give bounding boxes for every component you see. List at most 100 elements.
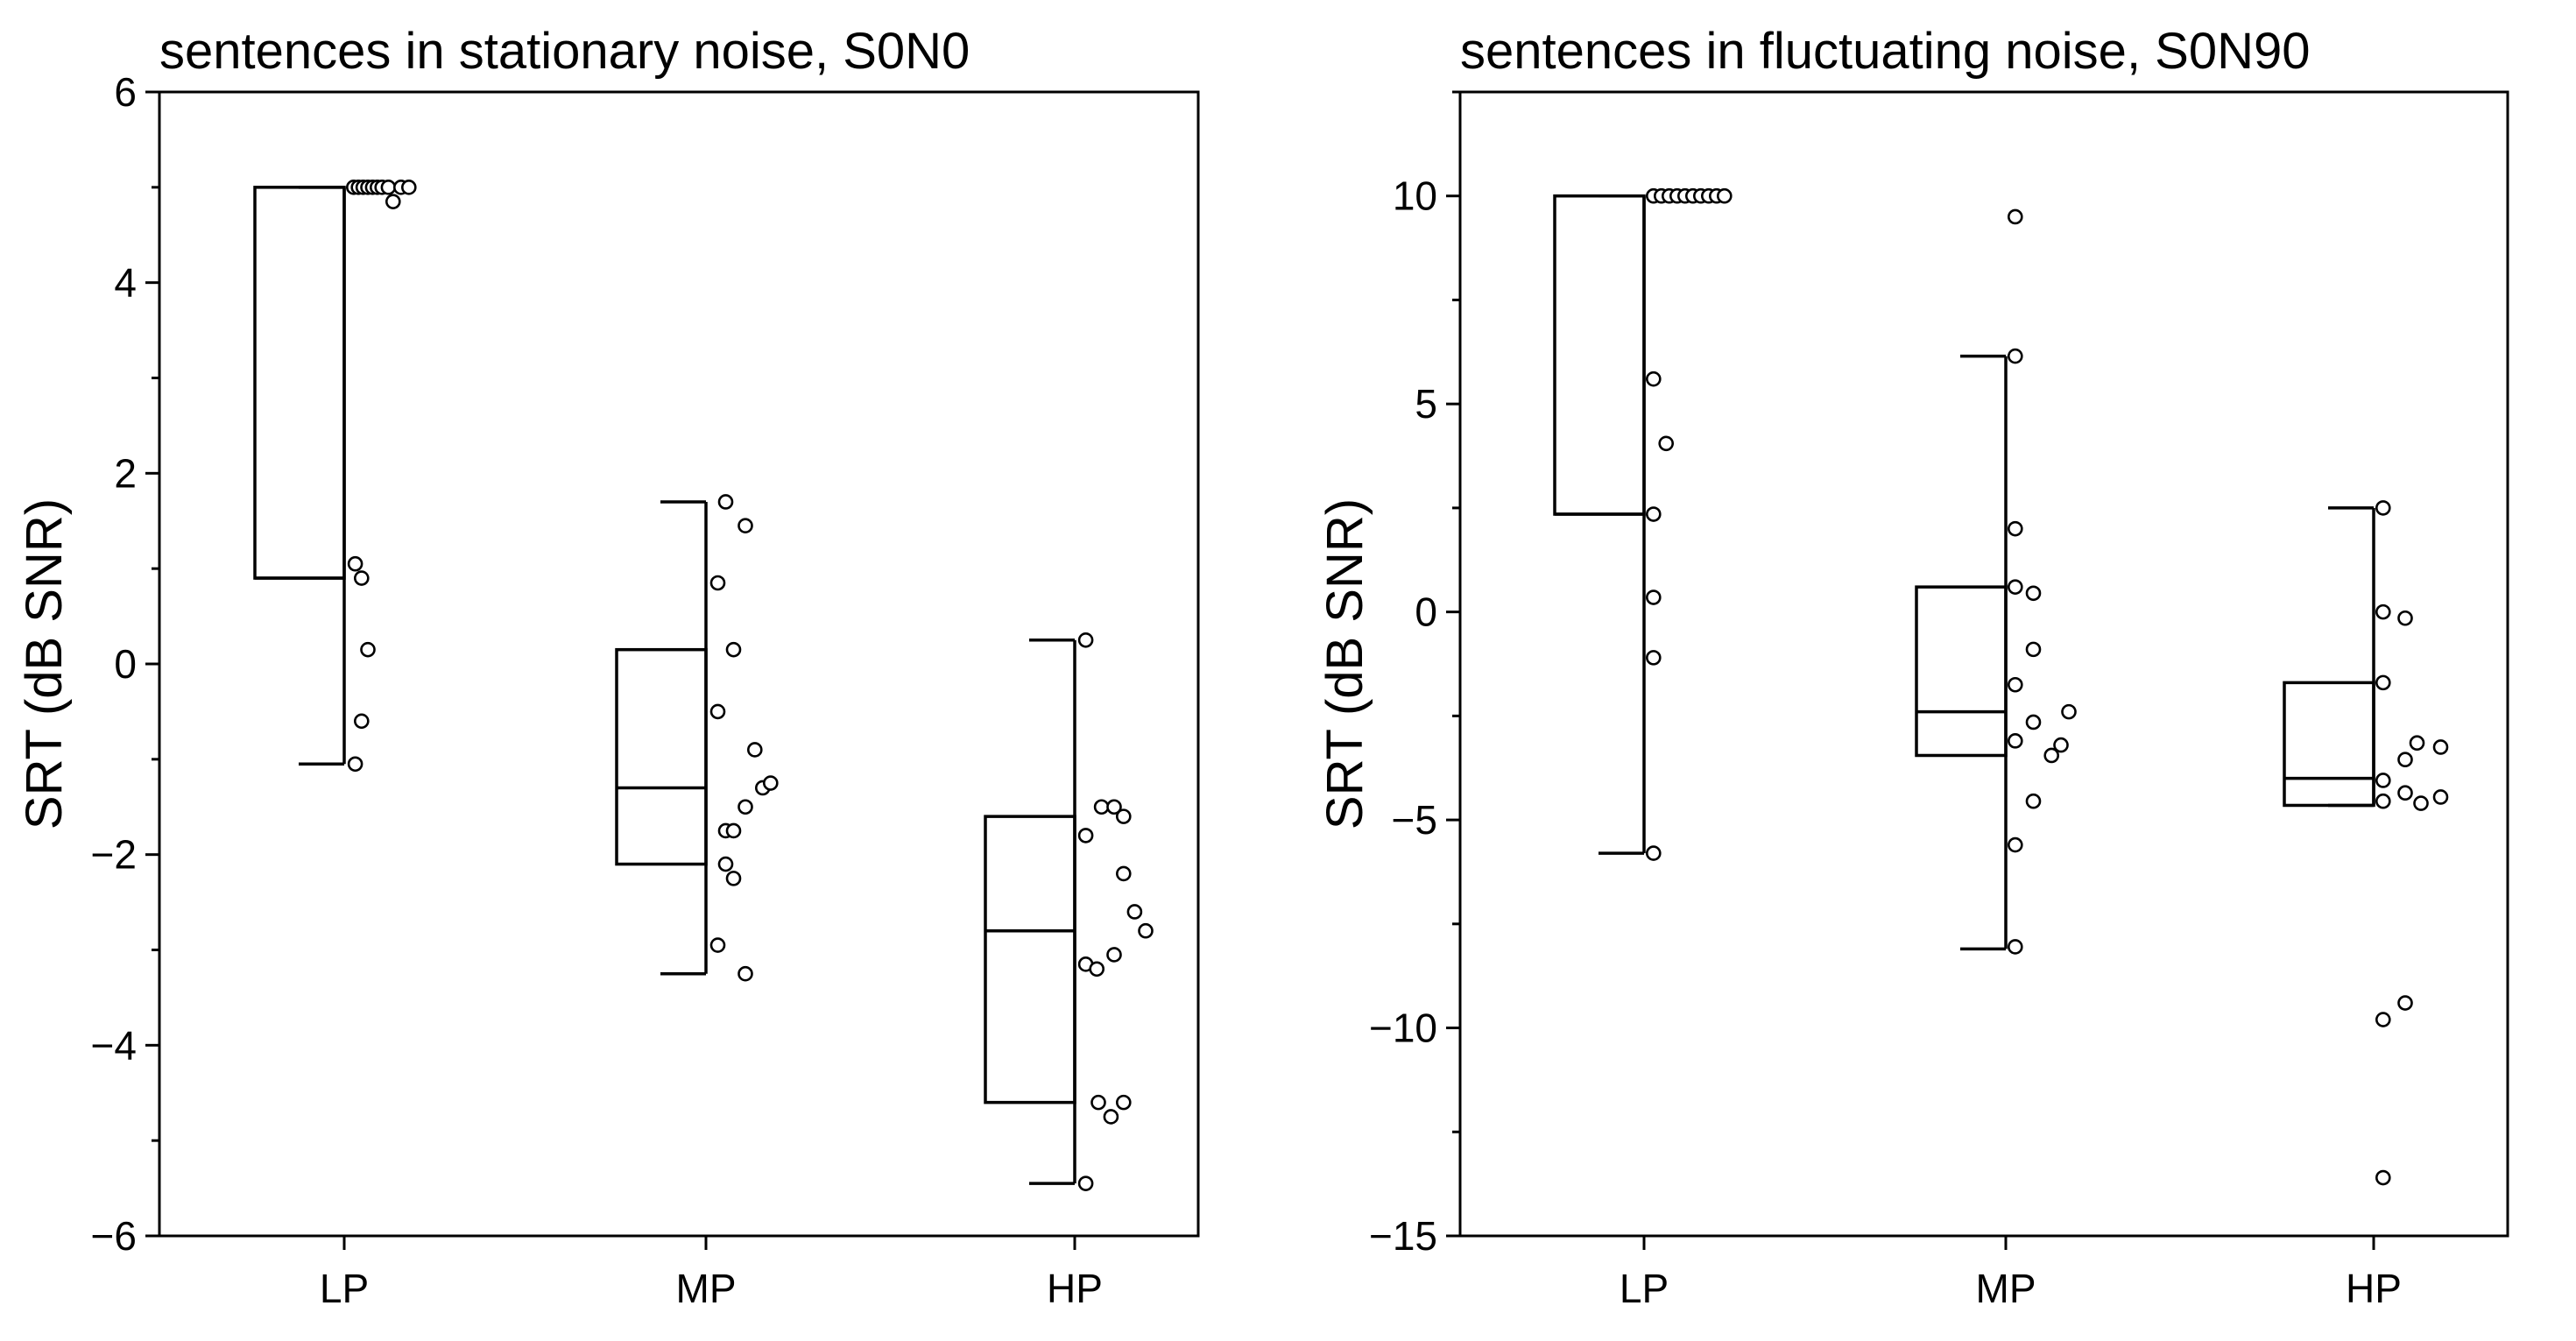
y-axis-label: SRT (dB SNR) bbox=[16, 498, 73, 829]
box-group-hp bbox=[2283, 500, 2449, 1186]
box-group-mp bbox=[615, 494, 779, 982]
y-tick-label: 6 bbox=[114, 69, 137, 115]
data-point bbox=[2375, 773, 2391, 788]
data-point bbox=[1106, 947, 1122, 963]
box-group-hp bbox=[984, 632, 1154, 1191]
data-point bbox=[2375, 1169, 2391, 1186]
y-axis-label: SRT (dB SNR) bbox=[1316, 498, 1373, 829]
data-point bbox=[709, 575, 726, 591]
data-point bbox=[1077, 632, 1094, 648]
data-point bbox=[2053, 737, 2069, 753]
y-tick-label: −6 bbox=[91, 1213, 137, 1259]
data-point bbox=[1116, 865, 1132, 882]
x-categories: LP MP HP bbox=[1620, 1236, 2402, 1311]
data-point bbox=[2397, 995, 2413, 1011]
x-categories: LP MP HP bbox=[320, 1236, 1103, 1311]
x-category-label: MP bbox=[1976, 1266, 2036, 1311]
boxes bbox=[1553, 187, 2449, 1186]
data-point bbox=[738, 965, 753, 982]
data-point bbox=[2008, 733, 2023, 749]
data-point bbox=[738, 799, 753, 815]
box-iqr bbox=[1915, 585, 2008, 758]
data-point bbox=[2375, 674, 2391, 691]
data-point bbox=[2061, 703, 2077, 720]
data-point bbox=[725, 641, 742, 658]
data-point bbox=[385, 194, 401, 209]
data-point bbox=[2008, 836, 2023, 853]
boxes bbox=[253, 180, 1154, 1191]
chart-title: sentences in fluctuating noise, S0N90 bbox=[1460, 23, 2311, 80]
y-tick-label: 4 bbox=[114, 260, 137, 306]
data-point bbox=[709, 937, 726, 953]
data-point bbox=[2413, 795, 2429, 811]
data-point bbox=[2008, 520, 2023, 537]
data-point bbox=[353, 570, 370, 586]
data-point bbox=[347, 555, 363, 572]
data-point bbox=[1646, 650, 1662, 666]
y-tick-label: −4 bbox=[91, 1022, 137, 1068]
data-point bbox=[1717, 187, 1733, 204]
data-point bbox=[2025, 641, 2042, 658]
y-tick-label: −10 bbox=[1369, 1006, 1437, 1051]
data-point bbox=[1646, 845, 1662, 861]
data-point bbox=[1116, 1094, 1132, 1111]
y-ticks: −6 −4 −2 0 2 4 6 bbox=[91, 69, 159, 1259]
panel-fluctuating-noise: sentences in fluctuating noise, S0N90 SR… bbox=[1316, 23, 2509, 1311]
data-point bbox=[400, 180, 417, 195]
data-point bbox=[725, 871, 742, 886]
y-tick-label: 0 bbox=[1415, 589, 1437, 635]
data-point bbox=[2432, 789, 2449, 805]
y-tick-label: 2 bbox=[114, 450, 137, 496]
data-point bbox=[2375, 1012, 2391, 1027]
data-point bbox=[1089, 961, 1105, 978]
data-point bbox=[1090, 1094, 1106, 1111]
box-iqr bbox=[1553, 194, 1646, 516]
data-point bbox=[2397, 752, 2413, 768]
data-point bbox=[347, 756, 363, 773]
data-point bbox=[738, 518, 753, 533]
y-tick-label: 10 bbox=[1393, 173, 1437, 219]
box-iqr bbox=[2283, 681, 2375, 808]
data-point bbox=[2375, 603, 2391, 620]
data-point bbox=[1138, 922, 1154, 939]
data-point bbox=[725, 822, 742, 839]
data-point bbox=[2008, 579, 2023, 595]
data-point bbox=[1103, 1109, 1119, 1125]
data-point bbox=[2375, 793, 2391, 809]
chart-title: sentences in stationary noise, S0N0 bbox=[159, 23, 970, 80]
data-point bbox=[360, 641, 376, 658]
data-point bbox=[1646, 506, 1662, 522]
data-point bbox=[717, 494, 734, 510]
data-point bbox=[1646, 589, 1662, 605]
data-point bbox=[1116, 808, 1132, 824]
x-category-label: HP bbox=[1047, 1266, 1103, 1311]
data-point bbox=[1077, 828, 1094, 843]
y-tick-label: −5 bbox=[1392, 797, 1437, 843]
panel-stationary-noise: sentences in stationary noise, S0N0 SRT … bbox=[16, 23, 1200, 1311]
data-point bbox=[2375, 500, 2391, 516]
box-iqr bbox=[253, 186, 346, 580]
box-group-lp bbox=[1553, 187, 1733, 861]
data-point bbox=[2008, 208, 2023, 225]
data-point bbox=[2008, 939, 2023, 955]
y-tick-label: 5 bbox=[1415, 381, 1437, 427]
x-category-label: LP bbox=[1620, 1266, 1669, 1311]
data-point bbox=[353, 713, 370, 730]
box-iqr bbox=[984, 815, 1076, 1105]
x-category-label: HP bbox=[2346, 1266, 2402, 1311]
data-point bbox=[2025, 714, 2042, 730]
data-point bbox=[2397, 785, 2413, 801]
data-point bbox=[2043, 747, 2059, 764]
y-tick-label: −2 bbox=[91, 832, 137, 878]
data-point bbox=[709, 703, 726, 720]
data-point bbox=[2025, 793, 2042, 809]
x-category-label: LP bbox=[320, 1266, 369, 1311]
y-tick-label: 0 bbox=[114, 641, 137, 687]
data-point bbox=[2409, 735, 2425, 752]
data-point bbox=[717, 856, 734, 872]
data-point bbox=[2008, 348, 2023, 364]
data-point bbox=[1126, 904, 1143, 920]
box-group-mp bbox=[1915, 208, 2077, 955]
y-tick-label: −15 bbox=[1369, 1213, 1437, 1259]
